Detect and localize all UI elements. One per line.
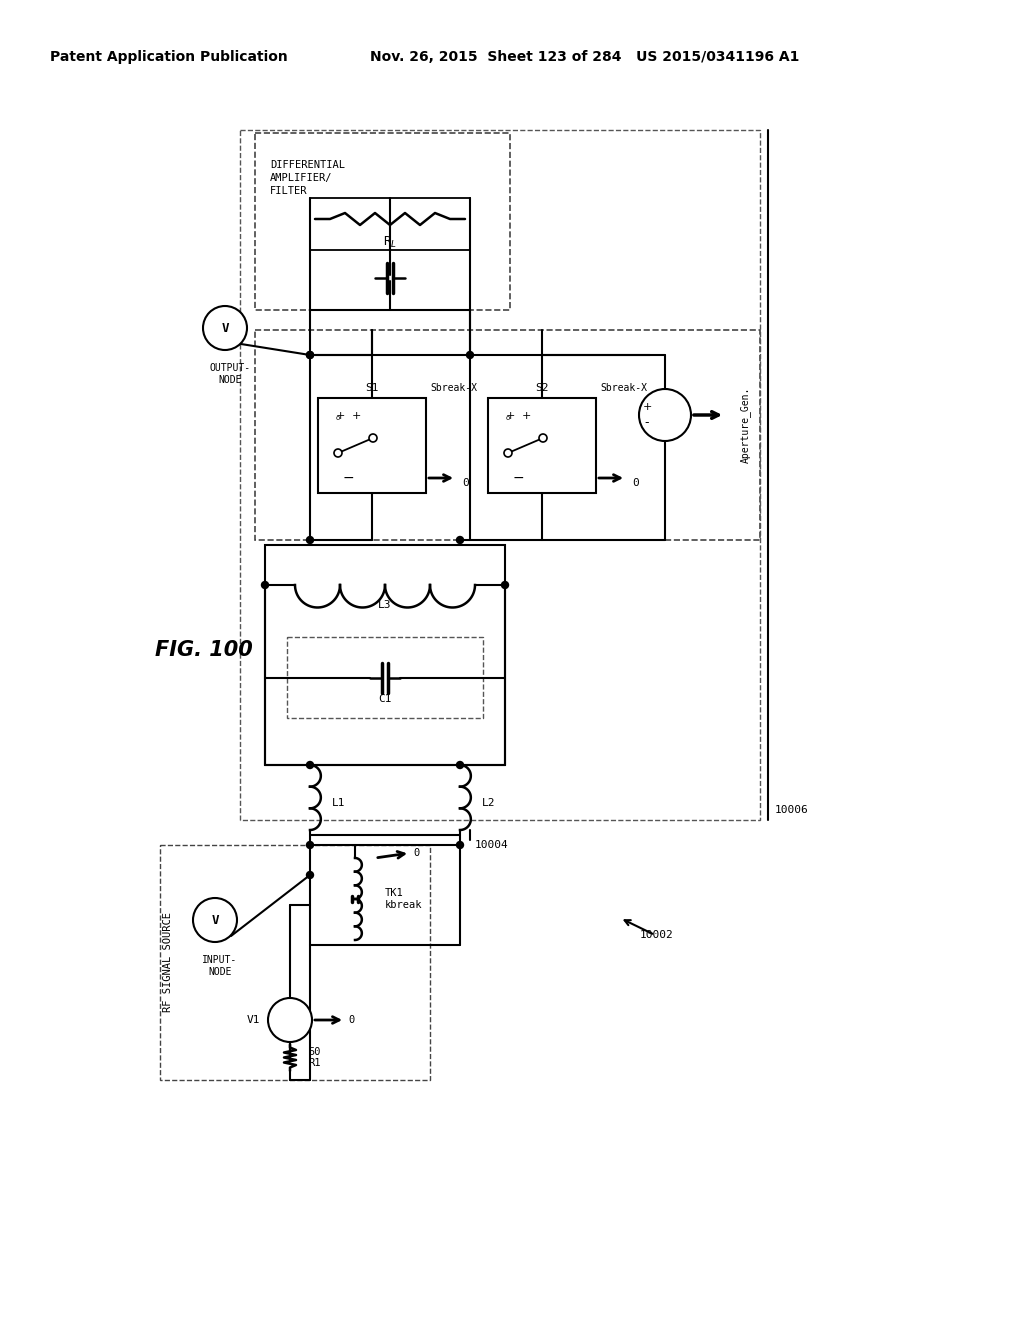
Circle shape	[539, 434, 547, 442]
Text: V1: V1	[247, 1015, 260, 1026]
Text: 0: 0	[463, 478, 469, 488]
Text: -: -	[645, 417, 649, 429]
Text: L1: L1	[332, 797, 345, 808]
Bar	[265, 545, 505, 766]
Circle shape	[306, 351, 313, 359]
Text: V: V	[221, 322, 228, 334]
Circle shape	[306, 536, 313, 544]
Circle shape	[457, 762, 464, 768]
Text: FIG. 100: FIG. 100	[155, 640, 253, 660]
Text: RF SIGNAL SOURCE: RF SIGNAL SOURCE	[163, 912, 173, 1012]
Text: DIFFERENTIAL: DIFFERENTIAL	[270, 160, 345, 170]
Text: C1: C1	[378, 694, 392, 705]
Text: +: +	[335, 411, 345, 421]
Text: 50
R1: 50 R1	[308, 1047, 321, 1068]
Circle shape	[334, 449, 342, 457]
Text: 10006: 10006	[775, 805, 809, 814]
Circle shape	[203, 306, 247, 350]
Text: 0: 0	[348, 1015, 354, 1026]
Circle shape	[639, 389, 691, 441]
Text: +: +	[521, 411, 530, 421]
Text: −: −	[512, 471, 524, 484]
Text: +: +	[505, 411, 515, 421]
Circle shape	[268, 998, 312, 1041]
Bar	[318, 399, 426, 492]
Bar	[255, 330, 760, 540]
Text: V: V	[211, 913, 219, 927]
Text: 0: 0	[413, 847, 419, 858]
Bar	[310, 198, 470, 249]
Bar	[255, 133, 510, 310]
Text: S1: S1	[366, 383, 379, 393]
Bar	[240, 129, 760, 820]
Circle shape	[306, 871, 313, 879]
Text: S2: S2	[536, 383, 549, 393]
Text: AMPLIFIER/: AMPLIFIER/	[270, 173, 333, 183]
Text: Aperture_Gen.: Aperture_Gen.	[740, 387, 751, 463]
Text: INPUT-
NODE: INPUT- NODE	[203, 954, 238, 977]
Circle shape	[457, 536, 464, 544]
Circle shape	[306, 762, 313, 768]
Text: Sbreak-X: Sbreak-X	[600, 383, 647, 393]
Text: o: o	[336, 414, 340, 421]
Text: Nov. 26, 2015  Sheet 123 of 284   US 2015/0341196 A1: Nov. 26, 2015 Sheet 123 of 284 US 2015/0…	[370, 50, 800, 63]
Text: 10002: 10002	[640, 931, 674, 940]
Text: −: −	[342, 471, 354, 484]
Bar	[287, 638, 483, 718]
Text: L3: L3	[378, 601, 392, 610]
Text: o: o	[506, 414, 510, 421]
Text: FILTER: FILTER	[270, 186, 307, 195]
Text: OUTPUT-
NODE: OUTPUT- NODE	[210, 363, 251, 384]
Text: 10004: 10004	[475, 840, 509, 850]
Circle shape	[261, 582, 268, 589]
Text: 0: 0	[633, 478, 639, 488]
Text: R$_L$: R$_L$	[383, 235, 397, 249]
Text: L2: L2	[482, 797, 496, 808]
Text: TK1
kbreak: TK1 kbreak	[385, 888, 423, 909]
Bar	[488, 399, 596, 492]
Circle shape	[502, 582, 509, 589]
Circle shape	[504, 449, 512, 457]
Circle shape	[369, 434, 377, 442]
Text: +: +	[642, 403, 651, 412]
Circle shape	[457, 842, 464, 849]
Circle shape	[467, 351, 473, 359]
Text: +: +	[351, 411, 360, 421]
Bar	[160, 845, 430, 1080]
Circle shape	[193, 898, 237, 942]
Text: Sbreak-X: Sbreak-X	[430, 383, 477, 393]
Circle shape	[306, 351, 313, 359]
Text: Patent Application Publication: Patent Application Publication	[50, 50, 288, 63]
Circle shape	[306, 842, 313, 849]
